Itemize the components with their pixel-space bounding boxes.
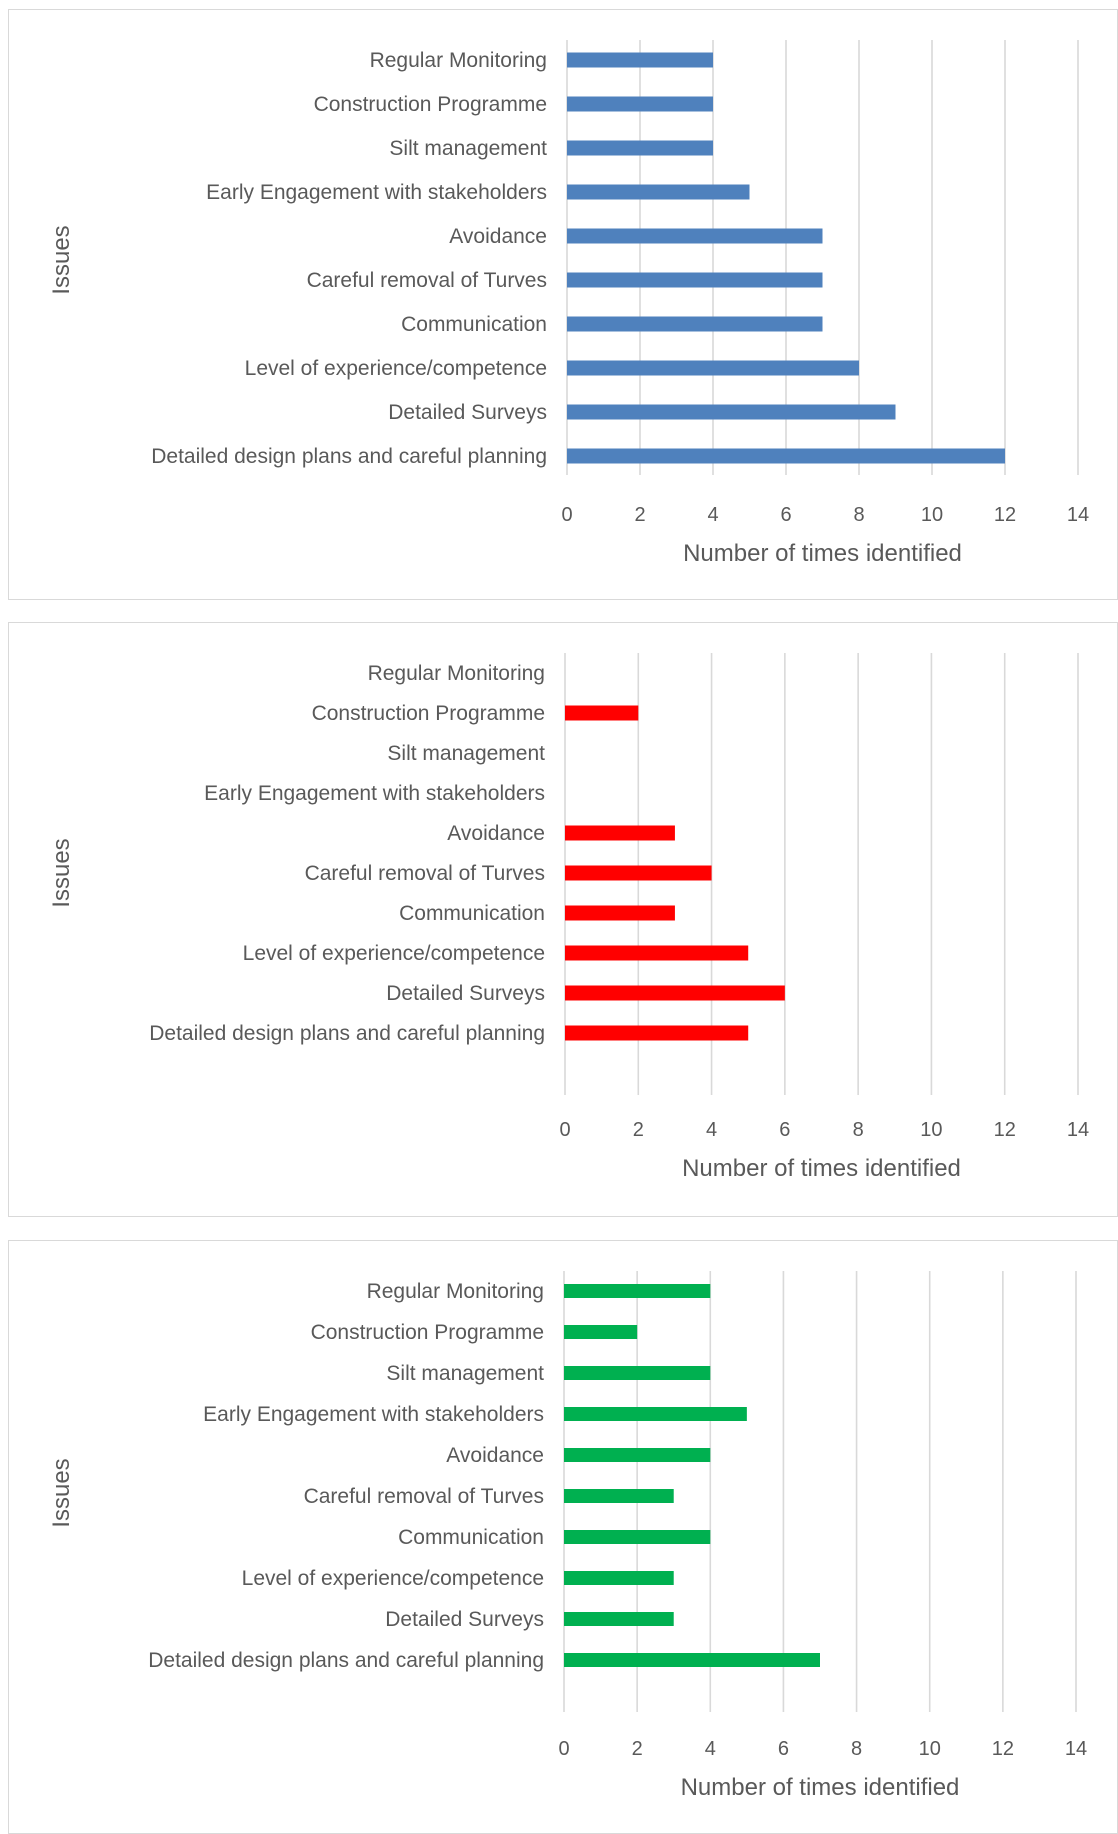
category-label: Regular Monitoring: [367, 1280, 544, 1303]
x-tick-label: 8: [851, 1738, 862, 1760]
category-label: Detailed design plans and careful planni…: [151, 445, 547, 468]
bar: [565, 705, 639, 721]
x-tick-label: 4: [706, 1119, 717, 1141]
bar: [564, 1489, 674, 1503]
category-label: Silt management: [386, 1362, 544, 1385]
category-label: Early Engagement with stakeholders: [206, 181, 547, 204]
x-tick-label: 12: [992, 1738, 1014, 1760]
bar: [565, 905, 675, 921]
bar-chart-1: 0 2 4 6 8 10 12 14 Regular Monitoring Constructio…: [48, 40, 1089, 567]
category-label: Level of experience/competence: [242, 1567, 544, 1590]
bar: [567, 96, 713, 112]
x-tick-label: 8: [853, 1119, 864, 1141]
x-tick-label: 12: [994, 1119, 1016, 1141]
chart-panel-2: 0 2 4 6 8 10 12 14 Regular Monitoring Constructio…: [8, 622, 1118, 1217]
category-label: Communication: [399, 902, 545, 925]
bar: [567, 272, 823, 288]
category-label: Communication: [401, 313, 547, 336]
x-tick-label: 2: [633, 1119, 644, 1141]
bar: [564, 1284, 711, 1298]
x-tick-label: 4: [705, 1738, 716, 1760]
x-tick-label: 6: [778, 1738, 789, 1760]
bar: [564, 1653, 820, 1667]
y-axis-title: Issues: [48, 225, 75, 294]
category-label: Detailed design plans and careful planni…: [149, 1022, 545, 1045]
x-tick-label: 0: [559, 1119, 570, 1141]
x-tick-label: 4: [707, 504, 718, 526]
bar: [567, 316, 823, 332]
bar: [567, 184, 750, 200]
y-axis-title: Issues: [48, 838, 75, 907]
x-tick-label: 8: [853, 504, 864, 526]
x-tick-label: 2: [634, 504, 645, 526]
bar: [567, 360, 859, 376]
category-label: Level of experience/competence: [243, 942, 545, 965]
category-label: Careful removal of Turves: [304, 1485, 544, 1508]
x-tick-label: 2: [632, 1738, 643, 1760]
bar: [564, 1571, 674, 1585]
category-label: Detailed Surveys: [385, 1608, 544, 1631]
category-label: Regular Monitoring: [370, 49, 547, 72]
category-label: Avoidance: [446, 1444, 544, 1467]
category-label: Level of experience/competence: [245, 357, 547, 380]
x-tick-label: 14: [1067, 1119, 1089, 1141]
bar: [567, 448, 1005, 464]
x-axis-title: Number of times identified: [682, 1155, 961, 1182]
category-label: Avoidance: [447, 822, 545, 845]
x-tick-label: 0: [561, 504, 572, 526]
category-label: Detailed Surveys: [388, 401, 547, 424]
x-tick-label: 14: [1065, 1738, 1087, 1760]
category-label: Construction Programme: [311, 1321, 544, 1344]
bar-chart-3: 0 2 4 6 8 10 12 14 Regular Monitoring Constructio…: [48, 1271, 1087, 1801]
category-label: Silt management: [387, 742, 545, 765]
x-tick-label: 6: [779, 1119, 790, 1141]
bar: [565, 865, 712, 881]
bar: [567, 228, 823, 244]
bar: [565, 985, 785, 1001]
category-label: Careful removal of Turves: [305, 862, 545, 885]
x-tick-label: 12: [994, 504, 1016, 526]
y-axis-title: Issues: [48, 1458, 75, 1527]
bar-chart-2: 0 2 4 6 8 10 12 14 Regular Monitoring Constructio…: [48, 653, 1089, 1182]
category-label: Silt management: [389, 137, 547, 160]
x-tick-label: 10: [920, 1119, 942, 1141]
bar: [564, 1530, 711, 1544]
bar: [567, 52, 713, 68]
bar: [564, 1448, 711, 1462]
x-tick-label: 10: [919, 1738, 941, 1760]
category-label: Early Engagement with stakeholders: [203, 1403, 544, 1426]
bar: [564, 1325, 638, 1339]
bar: [565, 825, 675, 841]
category-label: Communication: [398, 1526, 544, 1549]
bar: [567, 140, 713, 156]
x-axis-title: Number of times identified: [681, 1774, 960, 1801]
category-label: Careful removal of Turves: [307, 269, 547, 292]
x-tick-label: 0: [558, 1738, 569, 1760]
category-label: Construction Programme: [314, 93, 547, 116]
bar: [565, 1025, 749, 1041]
x-tick-label: 14: [1067, 504, 1089, 526]
category-label: Regular Monitoring: [368, 662, 545, 685]
x-axis-title: Number of times identified: [683, 540, 962, 567]
bar: [565, 945, 749, 961]
category-label: Construction Programme: [312, 702, 545, 725]
chart-panel-1: 0 2 4 6 8 10 12 14 Regular Monitoring Constructio…: [8, 9, 1118, 600]
category-label: Detailed Surveys: [386, 982, 545, 1005]
bar: [564, 1612, 674, 1626]
chart-panel-3: 0 2 4 6 8 10 12 14 Regular Monitoring Constructio…: [8, 1240, 1118, 1834]
category-label: Avoidance: [449, 225, 547, 248]
bar: [564, 1407, 747, 1421]
bar: [567, 404, 896, 420]
x-tick-label: 10: [921, 504, 943, 526]
bar: [564, 1366, 711, 1380]
category-label: Detailed design plans and careful planni…: [148, 1649, 544, 1672]
category-label: Early Engagement with stakeholders: [204, 782, 545, 805]
x-tick-label: 6: [780, 504, 791, 526]
